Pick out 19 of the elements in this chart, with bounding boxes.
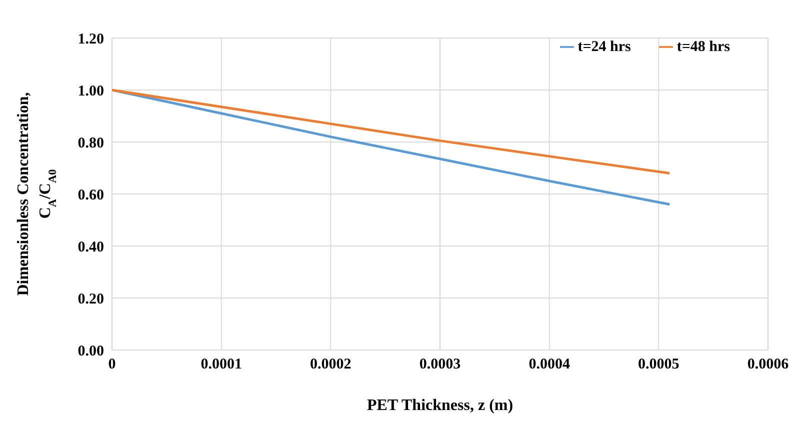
y-tick-label: 0.00 xyxy=(78,343,104,360)
x-tick-label: 0 xyxy=(108,356,116,373)
y-tick-label: 0.60 xyxy=(78,187,104,204)
x-axis-title: PET Thickness, z (m) xyxy=(366,397,514,414)
legend-label: t=48 hrs xyxy=(676,39,730,55)
x-tick-label: 0.0005 xyxy=(638,356,680,373)
y-tick-label: 0.40 xyxy=(78,239,104,256)
x-tick-label: 0.0001 xyxy=(200,356,242,373)
line-series xyxy=(112,88,671,206)
x-tick-label: 0.0002 xyxy=(310,356,352,373)
line-series xyxy=(112,88,671,174)
y-tick-label: 0.80 xyxy=(78,135,104,152)
x-tick-label: 0.0006 xyxy=(747,356,790,373)
x-tick-label: 0.0003 xyxy=(419,356,461,373)
x-tick-label: 0.0004 xyxy=(528,356,570,373)
legend-label: t=24 hrs xyxy=(578,39,631,55)
y-tick-label: 0.20 xyxy=(78,291,104,308)
y-tick-label: 1.20 xyxy=(78,31,104,48)
y-tick-label: 1.00 xyxy=(78,83,104,100)
